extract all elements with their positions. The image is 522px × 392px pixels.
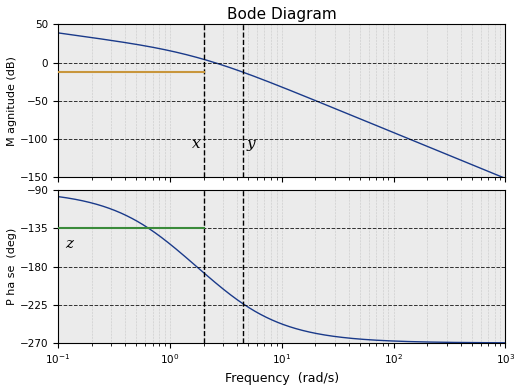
- Text: z: z: [65, 237, 73, 251]
- Title: Bode Diagram: Bode Diagram: [227, 7, 337, 22]
- Text: y: y: [247, 137, 255, 151]
- Y-axis label: M agnitude (dB): M agnitude (dB): [7, 56, 17, 146]
- X-axis label: Frequency  (rad/s): Frequency (rad/s): [224, 372, 339, 385]
- Y-axis label: P ha se  (deg): P ha se (deg): [7, 228, 17, 305]
- Text: x: x: [192, 137, 200, 151]
